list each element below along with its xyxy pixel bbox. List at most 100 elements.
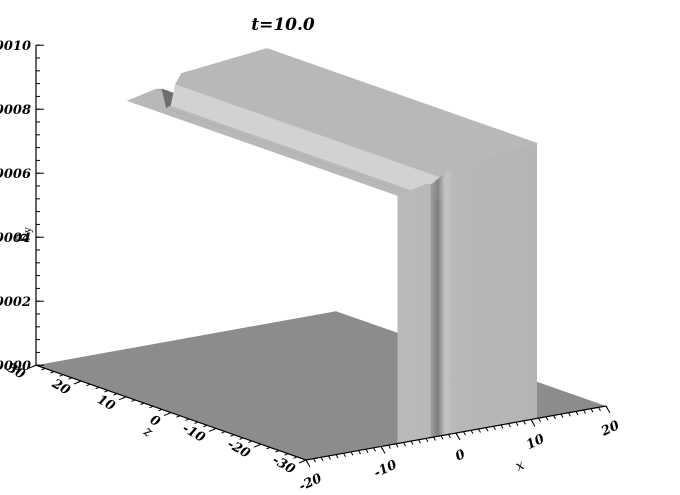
y-minor-tick: [230, 434, 235, 437]
y-minor-tick: [41, 367, 46, 371]
x-minor-tick: [575, 411, 579, 416]
y-minor-tick: [248, 440, 253, 443]
y-axis-label: z: [140, 423, 156, 441]
y-minor-tick: [149, 405, 154, 409]
x-minor-tick: [523, 420, 526, 425]
x-minor-tick: [455, 432, 459, 437]
surface-layer: [126, 48, 606, 460]
y-minor-tick: [140, 402, 145, 406]
x-tick-label: -10: [372, 458, 400, 482]
z-axis-label-sub: y: [23, 227, 34, 234]
x-minor-tick: [380, 446, 384, 451]
y-minor-tick: [293, 456, 298, 459]
x-minor-tick: [440, 435, 444, 440]
y-minor-tick: [68, 377, 73, 380]
y-minor-tick: [59, 374, 64, 377]
x-minor-tick: [395, 443, 399, 448]
y-minor-tick: [203, 424, 208, 428]
x-minor-tick: [425, 438, 429, 443]
surface-facet: [180, 48, 538, 169]
y-minor-tick: [104, 390, 109, 393]
z-tick-label: 0.0000: [0, 359, 31, 374]
x-minor-tick: [545, 416, 549, 421]
x-tick-label: -20: [297, 471, 325, 490]
x-minor-tick: [508, 423, 511, 428]
x-axis-label: x: [513, 457, 527, 475]
x-minor-tick: [320, 457, 324, 462]
y-minor-tick: [77, 380, 82, 383]
x-minor-tick: [553, 415, 556, 420]
y-minor-tick: [284, 453, 289, 456]
y-minor-tick: [113, 393, 118, 396]
y-minor-tick: [131, 399, 136, 402]
x-minor-tick: [500, 424, 504, 429]
y-minor-tick: [122, 396, 127, 399]
x-tick-label: 10: [524, 432, 547, 453]
y-minor-tick: [167, 412, 172, 415]
x-minor-tick: [530, 419, 534, 424]
x-minor-tick: [590, 408, 594, 413]
x-minor-tick: [335, 454, 339, 459]
y-minor-tick: [185, 418, 190, 421]
x-minor-tick: [328, 455, 331, 460]
y-minor-tick: [275, 450, 280, 453]
x-minor-tick: [313, 458, 316, 463]
y-minor-tick: [176, 415, 181, 418]
x-minor-tick: [448, 434, 451, 439]
x-minor-tick: [560, 413, 564, 418]
x-minor-tick: [305, 459, 309, 464]
x-minor-tick: [463, 431, 466, 436]
x-minor-tick: [343, 453, 346, 457]
x-minor-tick: [605, 405, 609, 410]
z-axis-label-main: B: [15, 233, 31, 243]
y-minor-tick: [266, 446, 271, 450]
x-minor-tick: [478, 428, 481, 433]
svg-text:By: By: [15, 227, 34, 243]
x-minor-tick: [410, 440, 414, 445]
x-minor-tick: [583, 409, 586, 414]
x-minor-tick: [365, 448, 369, 453]
dip-shading: [430, 168, 452, 438]
z-tick-label: 0.0002: [0, 295, 31, 310]
x-tick-label: 20: [598, 418, 622, 440]
y-minor-tick: [50, 371, 55, 374]
y-tick-label: -20: [225, 437, 253, 462]
y-minor-tick: [239, 437, 244, 440]
x-minor-tick: [358, 450, 361, 455]
y-minor-tick: [32, 364, 37, 368]
y-minor-tick: [86, 383, 91, 387]
x-minor-tick: [568, 412, 571, 417]
x-minor-tick: [515, 421, 519, 426]
x-tick-label: 0: [453, 447, 468, 464]
z-tick-label: 0.0004: [0, 231, 31, 246]
x-minor-tick: [373, 447, 376, 452]
surface-front-face: [306, 143, 606, 460]
z-tick-label: 0.0006: [0, 167, 31, 182]
x-minor-tick: [418, 439, 421, 444]
x-minor-tick: [388, 444, 391, 449]
y-tick-label: -30: [270, 453, 298, 478]
x-minor-tick: [433, 436, 436, 441]
y-minor-tick: [95, 386, 100, 390]
y-minor-tick: [194, 421, 199, 425]
y-minor-tick: [158, 408, 163, 412]
chart-title: t=10.0: [251, 15, 315, 35]
y-minor-tick: [212, 427, 217, 431]
y-minor-tick: [221, 431, 226, 434]
y-minor-tick: [257, 443, 262, 447]
x-minor-tick: [538, 417, 541, 422]
x-minor-tick: [485, 427, 489, 432]
x-minor-tick: [350, 451, 354, 456]
y-minor-tick: [302, 459, 307, 462]
x-minor-tick: [598, 407, 601, 412]
y-tick-label: -10: [180, 421, 208, 446]
z-axis-label: By: [15, 227, 34, 243]
y-tick-label: 10: [94, 392, 117, 414]
x-minor-tick: [493, 426, 496, 430]
x-minor-tick: [403, 442, 406, 447]
x-minor-tick: [470, 430, 474, 435]
